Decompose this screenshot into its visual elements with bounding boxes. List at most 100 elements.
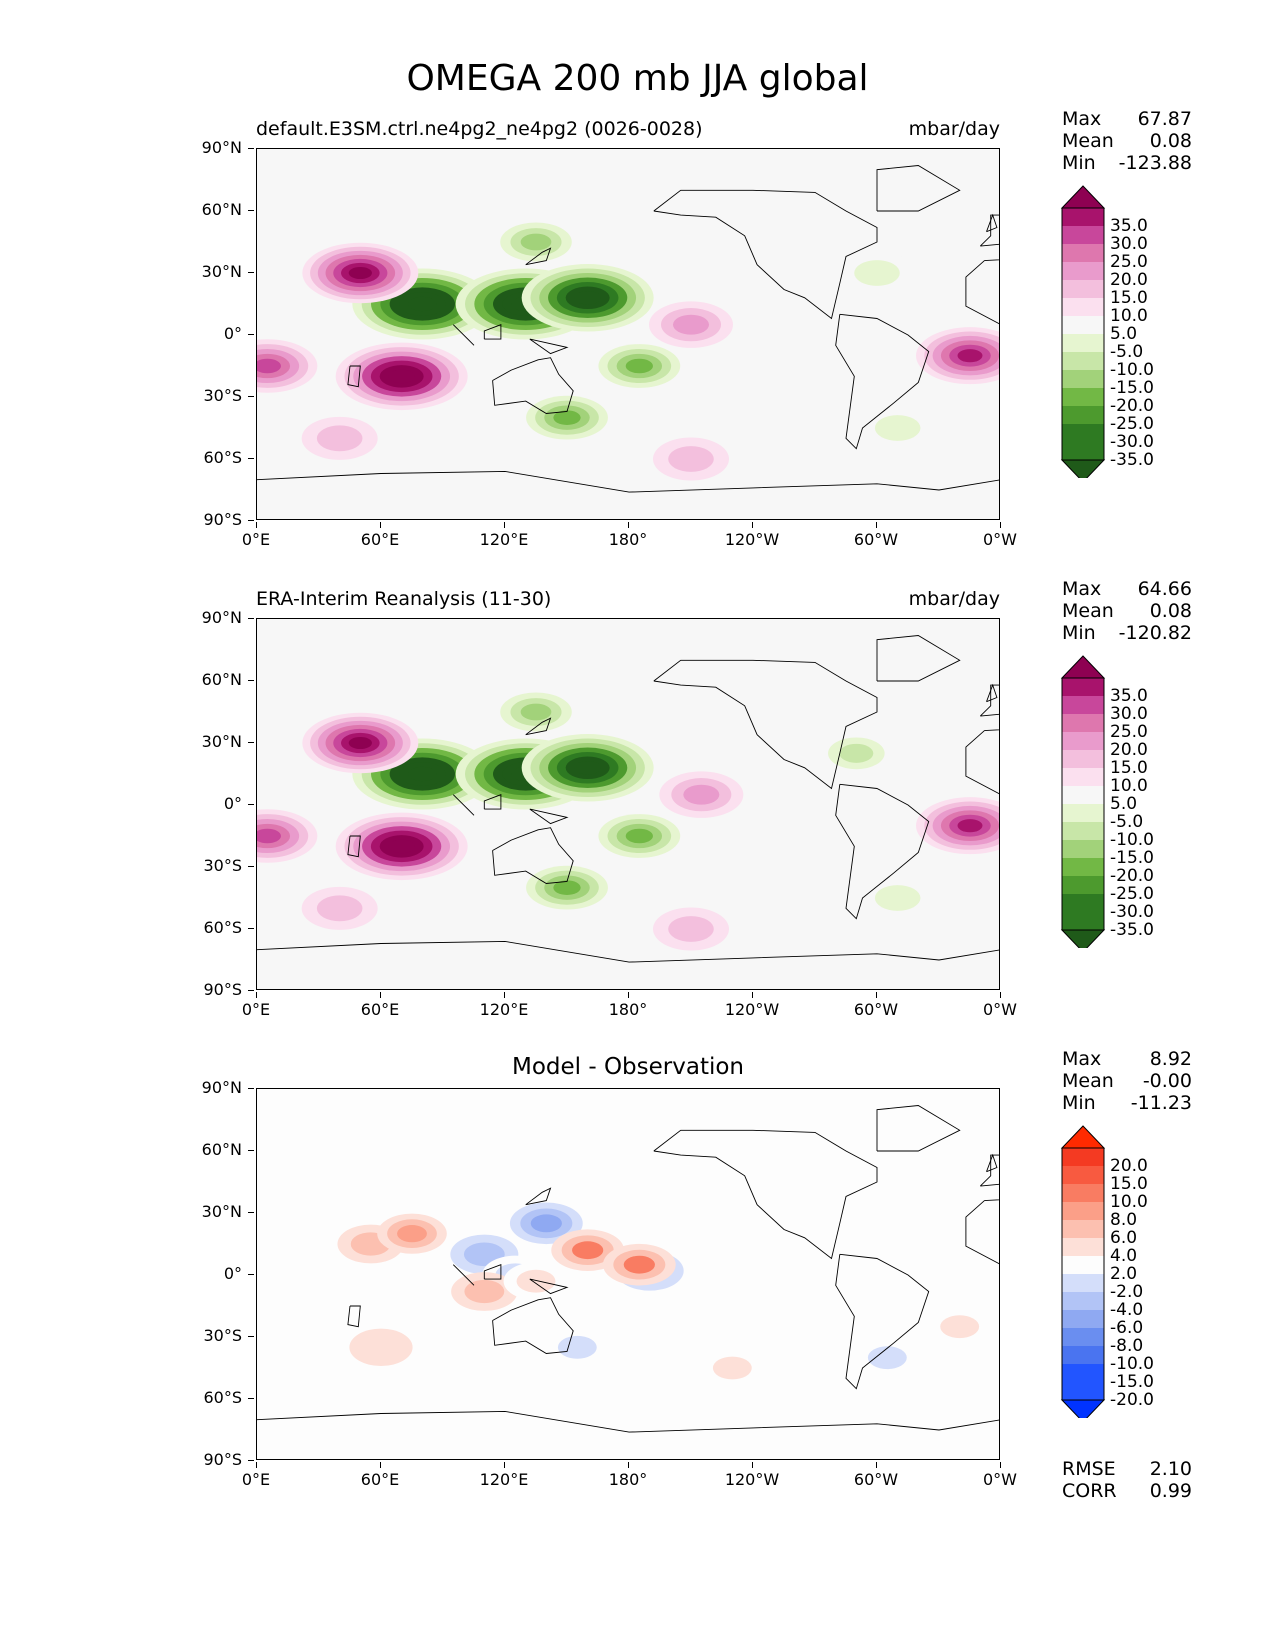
- field-anomaly: [490, 687, 582, 737]
- colorbar-segment: [1062, 226, 1104, 244]
- colorbar-segment: [1062, 1274, 1104, 1292]
- longitude-tick-label: 180°: [588, 992, 668, 1018]
- coastline: [483, 324, 502, 340]
- stats-box: Max 64.66 Mean 0.08 Min -120.82: [1062, 578, 1192, 644]
- colorbar-tick-label: -5.0: [1110, 342, 1144, 362]
- coastline: [653, 189, 878, 320]
- stat-label: Mean: [1062, 600, 1114, 622]
- colorbar-segment: [1062, 678, 1104, 696]
- colorbar-tick-label: -6.0: [1110, 1318, 1144, 1338]
- colorbar-tick-label: 30.0: [1110, 234, 1148, 254]
- latitude-tick-label: 90°N: [150, 610, 254, 626]
- coastline: [965, 259, 999, 325]
- colorbar-segment: [1062, 1310, 1104, 1328]
- colorbar-segment: [1062, 1292, 1104, 1310]
- longitude-tick-label: 60°W: [836, 992, 916, 1018]
- colorbar-tick-label: 15.0: [1110, 758, 1148, 778]
- error-stats-box: RMSE 2.10 CORR 0.99: [1062, 1458, 1192, 1502]
- stat-row: Mean -0.00: [1062, 1070, 1192, 1092]
- stat-value: 0.99: [1149, 1480, 1192, 1502]
- colorbar-tick-label: -8.0: [1110, 1336, 1144, 1356]
- colorbar-segment: [1062, 1364, 1104, 1382]
- contour-level: [257, 828, 281, 844]
- colorbar-segment: [1062, 1382, 1104, 1400]
- panel-title: Model - Observation: [511, 1054, 745, 1080]
- coastline: [347, 365, 361, 388]
- colorbar-segment: [1062, 696, 1104, 714]
- contour-level: [625, 358, 653, 374]
- colorbar-segment: [1062, 822, 1104, 840]
- latitude-tick-label: 90°S: [150, 512, 254, 528]
- map-plot: [256, 1088, 1000, 1460]
- coastline: [257, 940, 999, 963]
- field-anomaly: [602, 1243, 676, 1286]
- contour-level: [464, 1279, 505, 1304]
- colorbar-tick-label: -15.0: [1110, 378, 1154, 398]
- field-anomaly: [916, 327, 999, 385]
- longitude-tick-label: 120°E: [464, 522, 544, 548]
- colorbar-segment: [1062, 298, 1104, 316]
- stat-row: Min -123.88: [1062, 152, 1192, 174]
- longitude-tick-label: 0°W: [960, 1462, 1040, 1488]
- colorbar-segment: [1062, 912, 1104, 930]
- field-anomaly: [377, 1213, 447, 1254]
- colorbar-segment: [1062, 858, 1104, 876]
- field-anomaly: [335, 812, 468, 881]
- stat-value: 8.92: [1149, 1048, 1192, 1070]
- field-anomaly: [490, 217, 582, 267]
- field-anomaly: [517, 860, 617, 915]
- contour-level: [854, 260, 900, 286]
- model-panel: default.E3SM.ctrl.ne4pg2_ne4pg2 (0026-00…: [0, 108, 1275, 588]
- colorbar-tick-label: -25.0: [1110, 884, 1154, 904]
- contour-level: [874, 885, 921, 911]
- colorbar-segment: [1062, 732, 1104, 750]
- colorbar-extend-max: [1060, 1125, 1106, 1149]
- field-anomaly: [301, 416, 378, 460]
- latitude-tick-label: 60°N: [150, 1142, 254, 1158]
- coastline: [492, 1297, 574, 1354]
- contour-level: [520, 703, 552, 721]
- latitude-tick-label: 90°N: [150, 140, 254, 156]
- coastline: [876, 1105, 961, 1152]
- colorbar-tick-label: 10.0: [1110, 776, 1148, 796]
- contour-level: [388, 839, 415, 854]
- colorbar-segment: [1062, 406, 1104, 424]
- contour-level: [668, 446, 714, 472]
- contour-level: [397, 1225, 427, 1243]
- map-background: [257, 619, 999, 989]
- stat-row: CORR 0.99: [1062, 1480, 1192, 1502]
- coastline: [347, 1305, 361, 1328]
- stat-row: Max 8.92: [1062, 1048, 1192, 1070]
- latitude-tick-label: 90°N: [150, 1080, 254, 1096]
- colorbar-tick-label: -25.0: [1110, 414, 1154, 434]
- colorbar-segment: [1062, 424, 1104, 442]
- longitude-tick-label: 60°W: [836, 1462, 916, 1488]
- field-anomaly: [257, 339, 318, 393]
- longitude-tick-label: 180°: [588, 1462, 668, 1488]
- coastline: [529, 1278, 569, 1295]
- colorbar-segment: [1062, 1220, 1104, 1238]
- units-label: mbar/day: [908, 118, 1000, 140]
- latitude-tick-label: 30°N: [150, 264, 254, 280]
- stat-value: -11.23: [1130, 1092, 1192, 1114]
- colorbar-extend-max: [1060, 185, 1106, 209]
- contour-level: [388, 369, 415, 384]
- stat-row: RMSE 2.10: [1062, 1458, 1192, 1480]
- longitude-tick-label: 60°W: [836, 522, 916, 548]
- colorbar-segment: [1062, 786, 1104, 804]
- stat-label: Max: [1062, 578, 1102, 600]
- colorbar-tick-label: 8.0: [1110, 1210, 1138, 1230]
- stat-row: Max 67.87: [1062, 108, 1192, 130]
- contour-level: [940, 1315, 980, 1339]
- latitude-tick-label: 60°S: [150, 920, 254, 936]
- coastline: [986, 683, 998, 703]
- latitude-tick-label: 30°N: [150, 734, 254, 750]
- field-anomaly: [544, 1328, 610, 1367]
- colorbar: [1058, 178, 1108, 483]
- stat-value: -123.88: [1118, 152, 1192, 174]
- coastlines: [257, 165, 999, 493]
- colorbar-segment: [1062, 768, 1104, 786]
- colorbar-tick-label: 5.0: [1110, 324, 1138, 344]
- contour-level: [668, 916, 714, 942]
- stat-value: 0.08: [1149, 130, 1192, 152]
